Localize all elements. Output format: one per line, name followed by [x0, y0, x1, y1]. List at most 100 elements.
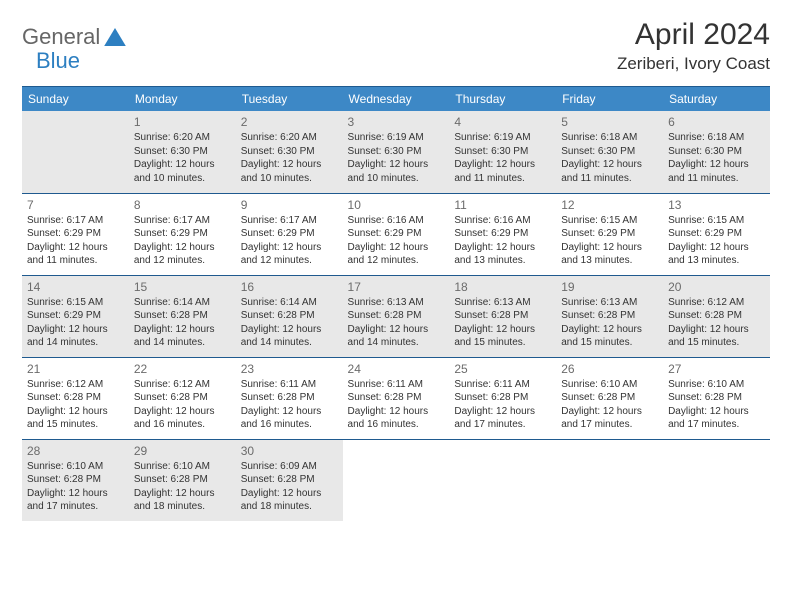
- daylight-text: Daylight: 12 hours and 12 minutes.: [348, 241, 445, 268]
- sunrise-text: Sunrise: 6:19 AM: [348, 131, 445, 145]
- sunrise-text: Sunrise: 6:11 AM: [348, 378, 445, 392]
- daylight-text: Daylight: 12 hours and 10 minutes.: [348, 158, 445, 185]
- day-number: 12: [561, 197, 658, 213]
- logo-triangle-icon: [104, 28, 126, 46]
- daylight-text: Daylight: 12 hours and 15 minutes.: [27, 405, 124, 432]
- sunset-text: Sunset: 6:30 PM: [668, 145, 765, 159]
- calendar-day-cell: 26Sunrise: 6:10 AMSunset: 6:28 PMDayligh…: [556, 357, 663, 439]
- sunset-text: Sunset: 6:28 PM: [348, 309, 445, 323]
- day-number: 27: [668, 361, 765, 377]
- calendar-day-cell: 2Sunrise: 6:20 AMSunset: 6:30 PMDaylight…: [236, 111, 343, 193]
- daylight-text: Daylight: 12 hours and 16 minutes.: [241, 405, 338, 432]
- month-title: April 2024: [617, 18, 770, 52]
- sunrise-text: Sunrise: 6:10 AM: [668, 378, 765, 392]
- daylight-text: Daylight: 12 hours and 13 minutes.: [668, 241, 765, 268]
- calendar-week-row: 7Sunrise: 6:17 AMSunset: 6:29 PMDaylight…: [22, 193, 770, 275]
- calendar-day-cell: [343, 439, 450, 521]
- sunset-text: Sunset: 6:28 PM: [241, 391, 338, 405]
- sunset-text: Sunset: 6:28 PM: [348, 391, 445, 405]
- weekday-header: Thursday: [449, 87, 556, 112]
- daylight-text: Daylight: 12 hours and 11 minutes.: [27, 241, 124, 268]
- daylight-text: Daylight: 12 hours and 15 minutes.: [668, 323, 765, 350]
- header: General April 2024 Zeriberi, Ivory Coast: [22, 18, 770, 74]
- calendar-day-cell: 12Sunrise: 6:15 AMSunset: 6:29 PMDayligh…: [556, 193, 663, 275]
- sunrise-text: Sunrise: 6:15 AM: [27, 296, 124, 310]
- day-number: 15: [134, 279, 231, 295]
- day-number: 22: [134, 361, 231, 377]
- weekday-header: Wednesday: [343, 87, 450, 112]
- sunset-text: Sunset: 6:28 PM: [454, 309, 551, 323]
- calendar-day-cell: 17Sunrise: 6:13 AMSunset: 6:28 PMDayligh…: [343, 275, 450, 357]
- day-number: 20: [668, 279, 765, 295]
- sunrise-text: Sunrise: 6:13 AM: [561, 296, 658, 310]
- day-number: 7: [27, 197, 124, 213]
- calendar-day-cell: 28Sunrise: 6:10 AMSunset: 6:28 PMDayligh…: [22, 439, 129, 521]
- sunset-text: Sunset: 6:28 PM: [668, 309, 765, 323]
- sunrise-text: Sunrise: 6:10 AM: [134, 460, 231, 474]
- day-number: 28: [27, 443, 124, 459]
- sunrise-text: Sunrise: 6:11 AM: [454, 378, 551, 392]
- calendar-day-cell: 20Sunrise: 6:12 AMSunset: 6:28 PMDayligh…: [663, 275, 770, 357]
- sunrise-text: Sunrise: 6:12 AM: [668, 296, 765, 310]
- daylight-text: Daylight: 12 hours and 13 minutes.: [561, 241, 658, 268]
- calendar-day-cell: 10Sunrise: 6:16 AMSunset: 6:29 PMDayligh…: [343, 193, 450, 275]
- calendar-week-row: 1Sunrise: 6:20 AMSunset: 6:30 PMDaylight…: [22, 111, 770, 193]
- sunset-text: Sunset: 6:30 PM: [561, 145, 658, 159]
- calendar-day-cell: 21Sunrise: 6:12 AMSunset: 6:28 PMDayligh…: [22, 357, 129, 439]
- sunset-text: Sunset: 6:29 PM: [241, 227, 338, 241]
- calendar-week-row: 14Sunrise: 6:15 AMSunset: 6:29 PMDayligh…: [22, 275, 770, 357]
- day-number: 8: [134, 197, 231, 213]
- sunrise-text: Sunrise: 6:13 AM: [454, 296, 551, 310]
- day-number: 24: [348, 361, 445, 377]
- sunrise-text: Sunrise: 6:17 AM: [27, 214, 124, 228]
- day-number: 25: [454, 361, 551, 377]
- sunrise-text: Sunrise: 6:18 AM: [561, 131, 658, 145]
- weekday-header: Friday: [556, 87, 663, 112]
- calendar-day-cell: 23Sunrise: 6:11 AMSunset: 6:28 PMDayligh…: [236, 357, 343, 439]
- sunrise-text: Sunrise: 6:17 AM: [134, 214, 231, 228]
- day-number: 21: [27, 361, 124, 377]
- sunset-text: Sunset: 6:29 PM: [348, 227, 445, 241]
- day-number: 26: [561, 361, 658, 377]
- sunset-text: Sunset: 6:29 PM: [454, 227, 551, 241]
- calendar-day-cell: [556, 439, 663, 521]
- daylight-text: Daylight: 12 hours and 10 minutes.: [241, 158, 338, 185]
- daylight-text: Daylight: 12 hours and 15 minutes.: [454, 323, 551, 350]
- day-number: 30: [241, 443, 338, 459]
- calendar-day-cell: 1Sunrise: 6:20 AMSunset: 6:30 PMDaylight…: [129, 111, 236, 193]
- daylight-text: Daylight: 12 hours and 17 minutes.: [27, 487, 124, 514]
- sunrise-text: Sunrise: 6:15 AM: [561, 214, 658, 228]
- calendar-day-cell: 29Sunrise: 6:10 AMSunset: 6:28 PMDayligh…: [129, 439, 236, 521]
- calendar-day-cell: 13Sunrise: 6:15 AMSunset: 6:29 PMDayligh…: [663, 193, 770, 275]
- sunrise-text: Sunrise: 6:10 AM: [27, 460, 124, 474]
- calendar-day-cell: 24Sunrise: 6:11 AMSunset: 6:28 PMDayligh…: [343, 357, 450, 439]
- sunset-text: Sunset: 6:28 PM: [134, 473, 231, 487]
- sunset-text: Sunset: 6:28 PM: [561, 309, 658, 323]
- sunrise-text: Sunrise: 6:19 AM: [454, 131, 551, 145]
- calendar-day-cell: 5Sunrise: 6:18 AMSunset: 6:30 PMDaylight…: [556, 111, 663, 193]
- sunset-text: Sunset: 6:28 PM: [454, 391, 551, 405]
- day-number: 18: [454, 279, 551, 295]
- sunset-text: Sunset: 6:29 PM: [134, 227, 231, 241]
- weekday-header: Monday: [129, 87, 236, 112]
- day-number: 2: [241, 114, 338, 130]
- sunset-text: Sunset: 6:29 PM: [668, 227, 765, 241]
- day-number: 14: [27, 279, 124, 295]
- sunrise-text: Sunrise: 6:15 AM: [668, 214, 765, 228]
- weekday-header: Saturday: [663, 87, 770, 112]
- daylight-text: Daylight: 12 hours and 11 minutes.: [561, 158, 658, 185]
- sunrise-text: Sunrise: 6:17 AM: [241, 214, 338, 228]
- sunset-text: Sunset: 6:28 PM: [241, 309, 338, 323]
- daylight-text: Daylight: 12 hours and 12 minutes.: [241, 241, 338, 268]
- calendar-day-cell: 30Sunrise: 6:09 AMSunset: 6:28 PMDayligh…: [236, 439, 343, 521]
- sunrise-text: Sunrise: 6:13 AM: [348, 296, 445, 310]
- sunrise-text: Sunrise: 6:16 AM: [348, 214, 445, 228]
- daylight-text: Daylight: 12 hours and 10 minutes.: [134, 158, 231, 185]
- daylight-text: Daylight: 12 hours and 14 minutes.: [134, 323, 231, 350]
- sunset-text: Sunset: 6:29 PM: [561, 227, 658, 241]
- daylight-text: Daylight: 12 hours and 18 minutes.: [134, 487, 231, 514]
- sunset-text: Sunset: 6:30 PM: [241, 145, 338, 159]
- location-text: Zeriberi, Ivory Coast: [617, 54, 770, 74]
- calendar-day-cell: 19Sunrise: 6:13 AMSunset: 6:28 PMDayligh…: [556, 275, 663, 357]
- calendar-day-cell: [22, 111, 129, 193]
